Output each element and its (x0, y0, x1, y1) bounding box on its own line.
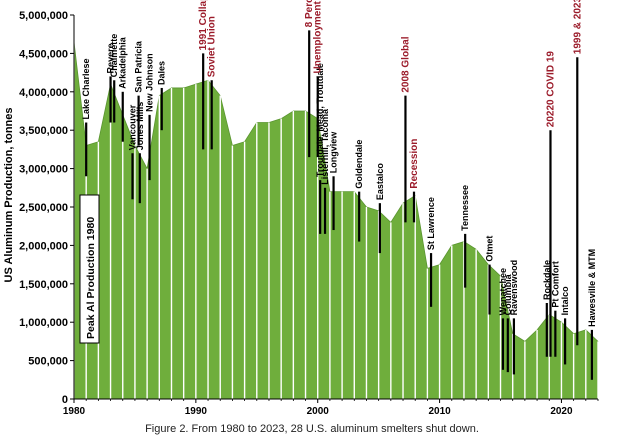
event-label: 20220 COVID 19 (545, 51, 556, 128)
closure-label: Listerhill, Tacoma (320, 108, 330, 185)
event-label: 1991 Collapse (198, 0, 209, 50)
x-tick-label: 2020 (550, 406, 573, 417)
event-label: Unemployment (313, 1, 324, 74)
closure-label: Revere (106, 43, 116, 73)
y-tick-label: 0 (62, 394, 68, 406)
closure-label: Chalmette (109, 34, 119, 78)
event-label: 1999 & 2023 Tariffs Russia Aluminum (572, 0, 583, 54)
closure-label: Rockdale (542, 260, 552, 300)
closure-label: Lake Charlese (81, 58, 91, 119)
closure-label: Arkadelphia (118, 36, 128, 89)
closure-label: San Patricia (134, 40, 144, 93)
y-tick-label: 2,500,000 (19, 202, 68, 214)
figure-caption: Figure 2. From 1980 to 2023, 28 U.S. alu… (145, 423, 479, 435)
event-label: 2008 Global (400, 36, 411, 92)
closure-label: Goldendale (354, 140, 364, 189)
x-tick-label: 2000 (307, 406, 330, 417)
x-tick-label: 2010 (428, 406, 451, 417)
closure-label: Tennessee (460, 185, 470, 231)
y-tick-label: 5,000,000 (19, 10, 68, 22)
closure-label: Columbia (503, 273, 513, 315)
plot-area: 0 500,000 1,000,000 1,500,000 2,000,000 2,500… (19, 0, 599, 417)
closure-label: Eastalco (375, 163, 385, 201)
y-tick-label: 1,000,000 (19, 317, 68, 329)
y-tick-label: 1,500,000 (19, 279, 68, 291)
peak-annotation-box (79, 194, 100, 344)
x-tick-label: 1980 (63, 406, 86, 417)
y-tick-label: 2,000,000 (19, 240, 68, 252)
closure-label: Hawesville & MTM (587, 249, 597, 327)
event-label: Recession (409, 139, 420, 189)
y-tick-label: 3,000,000 (19, 164, 68, 176)
closure-label: Jones Mills (135, 102, 145, 151)
closure-label: Troutdale, Mead, Troutdale (315, 63, 325, 177)
closure-label: Vancouver (127, 104, 137, 150)
closure-label: Intalco (560, 286, 570, 316)
production-chart: 0 500,000 1,000,000 1,500,000 2,000,000 2,500… (3, 0, 599, 417)
closure-label: New Johnson (145, 53, 155, 112)
y-tick-label: 3,500,000 (19, 125, 68, 137)
y-tick-label: 500,000 (28, 356, 68, 368)
event-label: 8 Percent (304, 0, 315, 27)
closure-label: St Lawrence (426, 197, 436, 250)
closure-label: Wenatchee (498, 268, 508, 315)
y-axis-label: US Aluminum Production, tonnes (3, 108, 15, 283)
y-tick-label: 4,500,000 (19, 48, 68, 60)
event-label: Soviet Union (207, 16, 218, 77)
closure-label: Otmet (485, 236, 495, 262)
y-tick-label: 4,000,000 (19, 87, 68, 99)
closure-label: Longview (329, 131, 339, 174)
x-tick-label: 1990 (185, 406, 208, 417)
closure-label: Ravenswood (509, 260, 519, 316)
closure-label: Pt Comfort (550, 261, 560, 308)
closure-label: Dales (157, 61, 167, 85)
peak-annotation-label: Peak Al Production 1980 (85, 217, 97, 339)
